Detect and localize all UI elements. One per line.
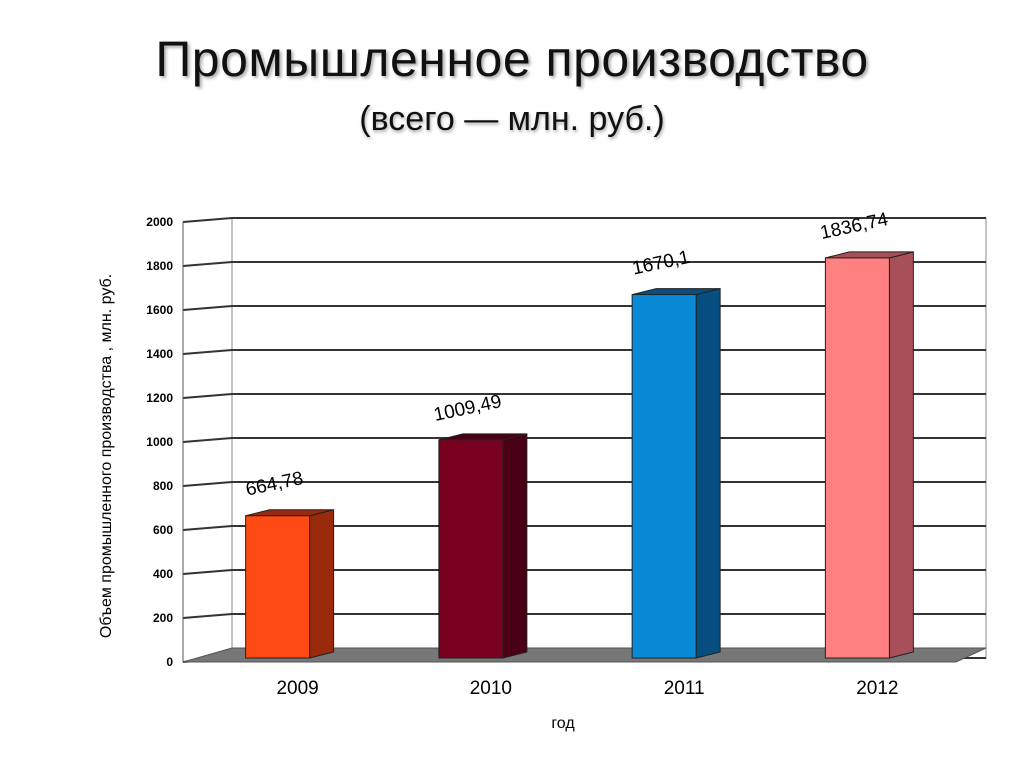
y-tick-label: 800 [153, 479, 173, 493]
bar-2010 [438, 439, 504, 659]
y-tick-label: 600 [153, 523, 173, 537]
y-tick-label: 1600 [146, 303, 173, 317]
gridline-side [182, 569, 233, 575]
gridline-side [182, 217, 233, 223]
bar-side [309, 509, 335, 659]
gridline-side [182, 349, 233, 355]
gridline-side [182, 437, 233, 443]
gridline-side [182, 261, 233, 267]
gridline-side [182, 305, 233, 311]
page-title: Промышленное производство [155, 31, 869, 87]
y-tick-label: 1200 [146, 391, 173, 405]
bar-2011 [631, 294, 697, 659]
bar-side [888, 251, 914, 659]
y-tick-label: 2000 [146, 215, 173, 229]
y-tick-label: 400 [153, 567, 173, 581]
x-tick-label: 2010 [470, 678, 512, 699]
y-axis-title: Объем промышленного производства , млн. … [98, 274, 115, 638]
gridline-side [182, 525, 233, 531]
bar-2012 [824, 257, 890, 659]
y-tick-label: 0 [166, 655, 173, 669]
y-tick-label: 1400 [146, 347, 173, 361]
page-subtitle: (всего — млн. руб.) [359, 100, 665, 138]
x-tick-label: 2011 [664, 678, 705, 699]
bar-side [695, 287, 721, 659]
gridline-side [182, 481, 233, 487]
x-tick-label: 2012 [856, 678, 898, 699]
y-tick-label: 1800 [146, 259, 173, 273]
x-tick-label: 2009 [276, 678, 318, 699]
y-tick-label: 1000 [146, 435, 173, 449]
plot-floor [182, 647, 987, 663]
y-tick-label: 200 [153, 611, 173, 625]
bar-side [502, 433, 528, 659]
bar-2009 [245, 515, 311, 659]
gridline-side [182, 393, 233, 399]
gridline-side [182, 613, 233, 619]
x-axis-title: год [551, 715, 575, 732]
